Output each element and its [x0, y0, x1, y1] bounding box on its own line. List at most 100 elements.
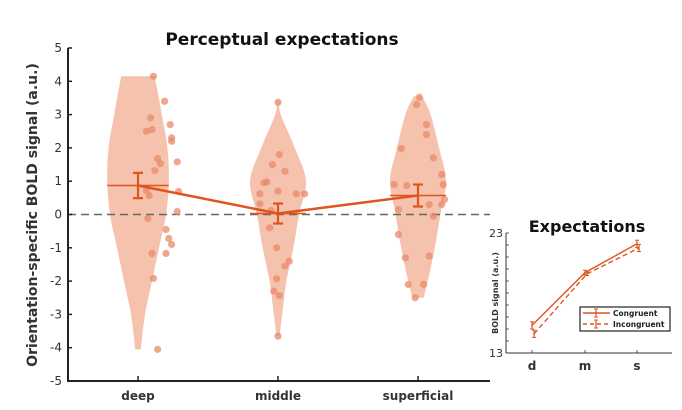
data-point-deep: [162, 249, 170, 258]
data-point-middle: [274, 187, 282, 195]
data-point-deep: [151, 166, 159, 175]
inset-data-point-incongruent: [586, 273, 588, 275]
data-point-superficial: [438, 170, 446, 179]
main-y-tick-label: 2: [54, 141, 62, 155]
data-point-superficial: [439, 180, 447, 189]
inset-data-point-congruent: [531, 324, 533, 327]
data-point-deep: [165, 234, 173, 243]
main-y-tick-label: -5: [50, 374, 62, 388]
data-point-deep: [154, 345, 162, 353]
data-point-superficial: [415, 93, 423, 101]
main-x-tick-labels: deep middle superficial: [121, 389, 453, 403]
inset-data-point-incongruent: [533, 333, 535, 335]
data-point-deep: [173, 158, 181, 166]
data-point-deep: [156, 159, 164, 168]
inset-y-tick-label: 23: [489, 227, 503, 240]
data-point-middle: [268, 160, 276, 169]
main-y-tick-label: 0: [54, 208, 62, 222]
main-axes: [67, 47, 490, 382]
violin-deep: [107, 76, 169, 350]
data-point-middle: [270, 287, 278, 295]
data-point-deep: [173, 207, 181, 216]
data-point-deep: [162, 225, 170, 234]
data-point-deep: [148, 249, 156, 258]
data-point-deep: [149, 274, 157, 283]
data-point-deep: [144, 214, 152, 223]
main-x-tick-label-deep: deep: [121, 389, 155, 403]
main-y-tick-label: 1: [54, 174, 62, 188]
data-point-middle: [281, 262, 289, 270]
data-point-superficial: [422, 130, 430, 139]
main-y-tick-label: -4: [50, 341, 62, 355]
inset-axes: [505, 232, 672, 354]
inset-y-tick-labels: 13 23: [489, 227, 503, 360]
inset-chart: Expectations BOLD signal (a.u.) 13 23 d m s…: [489, 217, 672, 373]
data-point-superficial: [425, 200, 433, 209]
data-point-superficial: [438, 200, 446, 209]
main-y-tick-label: 5: [54, 41, 62, 55]
legend: Congruent Incongruent: [579, 306, 671, 332]
data-point-superficial: [429, 212, 437, 220]
data-point-middle: [256, 190, 264, 198]
data-point-deep: [161, 97, 169, 105]
inset-x-tick-label-s: s: [633, 359, 640, 373]
legend-label-congruent: Congruent: [613, 309, 658, 318]
legend-box: [579, 306, 671, 332]
data-point-middle: [266, 224, 274, 232]
main-y-tick-label: -2: [50, 274, 62, 288]
data-point-superficial: [390, 180, 398, 189]
main-y-tick-labels: -5 -4 -3 -2 -1 0 1 2 3 4 5: [50, 41, 62, 388]
data-point-middle: [275, 150, 283, 159]
data-point-superficial: [429, 154, 437, 162]
inset-y-tick-label: 13: [489, 347, 503, 360]
data-point-middle: [263, 178, 271, 186]
data-point-deep: [168, 137, 176, 145]
data-point-superficial: [411, 294, 419, 302]
data-point-superficial: [394, 205, 402, 214]
data-point-superficial: [403, 181, 411, 190]
data-point-middle: [256, 200, 264, 208]
mean-line-with-error-bars: [107, 171, 446, 225]
data-point-superficial: [413, 101, 421, 109]
inset-series: [530, 239, 641, 338]
main-y-axis-label: Orientation-specific BOLD signal (a.u.): [25, 63, 41, 367]
data-point-deep: [147, 114, 155, 122]
data-point-superficial: [397, 144, 405, 153]
data-point-superficial: [425, 252, 433, 260]
data-point-deep: [166, 120, 174, 129]
data-point-deep: [142, 127, 150, 135]
data-point-superficial: [394, 230, 402, 239]
data-point-superficial: [404, 280, 412, 289]
data-point-middle: [281, 167, 289, 175]
inset-x-tick-label-d: d: [528, 359, 537, 373]
inset-y-axis-label: BOLD signal (a.u.): [491, 252, 500, 334]
data-point-superficial: [422, 120, 430, 129]
data-point-deep: [145, 191, 153, 200]
data-point-middle: [285, 257, 293, 265]
data-point-middle: [301, 190, 309, 198]
data-points: [142, 72, 449, 353]
data-point-middle: [292, 190, 300, 198]
inset-chart-title: Expectations: [529, 217, 646, 236]
main-y-tick-label: -1: [50, 241, 62, 255]
data-point-deep: [148, 125, 156, 134]
inset-x-tick-label-m: m: [579, 359, 592, 373]
data-point-deep: [168, 240, 176, 249]
main-x-tick-label-middle: middle: [255, 389, 301, 403]
legend-label-incongruent: Incongruent: [613, 320, 665, 329]
data-point-superficial: [401, 254, 409, 262]
main-chart-title: Perceptual expectations: [165, 30, 398, 50]
data-point-middle: [273, 275, 281, 283]
main-x-tick-label-superficial: superficial: [383, 389, 454, 403]
data-point-deep: [149, 72, 157, 80]
inset-data-point-incongruent: [638, 247, 640, 249]
main-y-tick-label: -3: [50, 307, 62, 321]
data-point-middle: [273, 244, 281, 252]
main-y-tick-label: 4: [54, 74, 62, 88]
data-point-superficial: [420, 280, 428, 289]
data-point-middle: [274, 98, 282, 106]
main-y-tick-label: 3: [54, 108, 62, 122]
data-point-middle: [274, 332, 282, 340]
